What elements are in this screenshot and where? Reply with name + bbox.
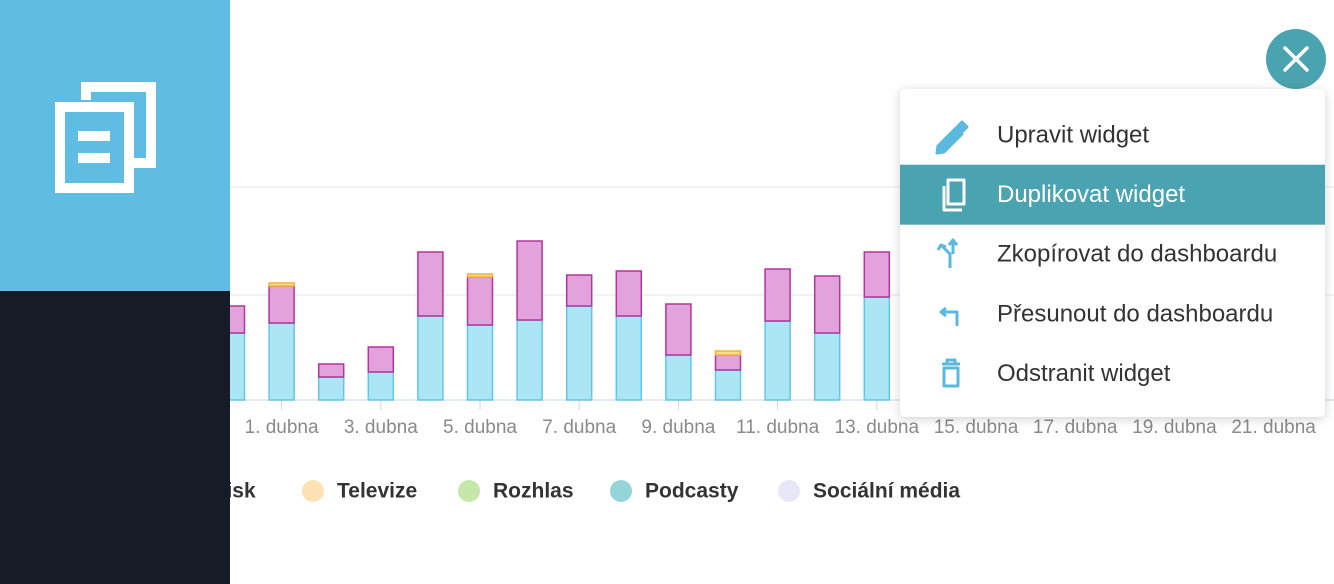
- x-tick-label: 15. dubna: [934, 417, 1019, 438]
- context-menu: Upravit widget Duplikovat widget Zkopírova…: [900, 89, 1325, 417]
- menu-item[interactable]: Odstranit widget: [942, 358, 1171, 388]
- bar-segment: [367, 371, 395, 401]
- menu-label: Odstranit widget: [997, 360, 1171, 387]
- bar-segment: [714, 369, 742, 401]
- menu-item[interactable]: Duplikovat widget: [900, 164, 1325, 225]
- x-tick-label: 17. dubna: [1033, 417, 1118, 438]
- bar-segment: [317, 376, 345, 401]
- bar-segment: [516, 319, 543, 401]
- menu-icon: [939, 306, 959, 326]
- menu-label: Upravit widget: [997, 121, 1149, 148]
- bar-segment: [615, 315, 643, 401]
- bar-segment: [714, 354, 742, 371]
- bar-segment: [516, 240, 543, 321]
- bar-segment: [764, 320, 791, 401]
- bar-segment: [565, 305, 593, 401]
- menu-label: Zkopírovat do dashboardu: [997, 241, 1277, 268]
- bar-segment: [665, 303, 692, 356]
- legend-dot: [458, 480, 480, 502]
- bar-segment: [764, 268, 791, 322]
- bar-segment: [417, 251, 444, 317]
- menu-label: Duplikovat widget: [997, 181, 1185, 208]
- legend-dot: [610, 480, 632, 502]
- menu-icon: [942, 358, 960, 388]
- bar-segment: [417, 315, 444, 401]
- legend-label: Podcasty: [645, 480, 739, 503]
- bar-segment: [714, 350, 742, 356]
- menu-icon: [942, 178, 966, 212]
- legend: Tisk Televize Rozhlas Podcasty Sociální médi…: [179, 480, 960, 503]
- x-tick-label: 3. dubna: [344, 417, 418, 438]
- menu-icon: [936, 238, 959, 268]
- bar-segment: [268, 282, 295, 287]
- bar-segment: [863, 251, 891, 298]
- x-tick-label: 9. dubna: [641, 417, 715, 438]
- bar-segment: [813, 332, 841, 401]
- bar-segment: [665, 354, 692, 401]
- bar-segment: [317, 363, 345, 378]
- x-tick-label: 13. dubna: [835, 417, 920, 438]
- close-button[interactable]: [1266, 29, 1326, 89]
- chart: 1. dubna 3. dubna 5. dubna 7. dubna 9. dubna…: [218, 186, 1334, 438]
- bar-segment: [466, 276, 494, 326]
- legend-label: Televize: [337, 480, 417, 503]
- close-icon: [1283, 46, 1309, 72]
- bar-segment: [565, 274, 593, 307]
- panel-top: [0, 0, 230, 291]
- menu-label: Přesunout do dashboardu: [997, 300, 1273, 327]
- bar-segment: [863, 296, 891, 401]
- legend-dot: [302, 480, 324, 502]
- menu-item[interactable]: Upravit widget: [935, 120, 1149, 155]
- x-tick-label: 7. dubna: [542, 417, 616, 438]
- bar-segment: [268, 322, 295, 401]
- legend-dot: [778, 480, 800, 502]
- menu-item-highlight: [900, 164, 1325, 225]
- panel-bottom: [0, 291, 230, 584]
- menu-icon: [935, 120, 969, 155]
- bar-segment: [813, 275, 841, 334]
- bar-segment: [268, 285, 295, 324]
- x-tick-label: 11. dubna: [736, 417, 820, 438]
- bar-segment: [466, 273, 494, 278]
- bar-segment: [367, 346, 395, 373]
- side-panel: [0, 0, 230, 584]
- menu-item[interactable]: Zkopírovat do dashboardu: [936, 238, 1277, 268]
- bar-segment: [615, 270, 643, 317]
- legend-label: Sociální média: [813, 480, 960, 503]
- menu-item[interactable]: Přesunout do dashboardu: [939, 300, 1273, 327]
- x-tick-label: 1. dubna: [245, 417, 319, 438]
- x-tick-label: 19. dubna: [1132, 417, 1217, 438]
- bar-segment: [466, 324, 494, 401]
- duplicate-icon: [55, 82, 156, 193]
- x-tick-label: 21. dubna: [1231, 417, 1316, 438]
- legend-label: Rozhlas: [493, 480, 574, 503]
- x-tick-label: 5. dubna: [443, 417, 517, 438]
